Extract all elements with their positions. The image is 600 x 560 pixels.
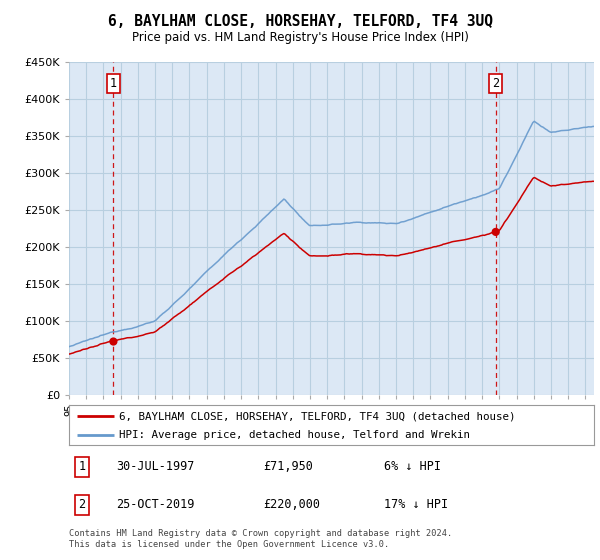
Text: HPI: Average price, detached house, Telford and Wrekin: HPI: Average price, detached house, Telf… [119,430,470,440]
Text: Contains HM Land Registry data © Crown copyright and database right 2024.
This d: Contains HM Land Registry data © Crown c… [69,529,452,549]
Text: 6, BAYLHAM CLOSE, HORSEHAY, TELFORD, TF4 3UQ (detached house): 6, BAYLHAM CLOSE, HORSEHAY, TELFORD, TF4… [119,411,515,421]
Text: 30-JUL-1997: 30-JUL-1997 [116,460,194,473]
Text: £71,950: £71,950 [263,460,313,473]
Text: 17% ↓ HPI: 17% ↓ HPI [384,498,448,511]
Text: 6, BAYLHAM CLOSE, HORSEHAY, TELFORD, TF4 3UQ: 6, BAYLHAM CLOSE, HORSEHAY, TELFORD, TF4… [107,14,493,29]
Text: 2: 2 [79,498,86,511]
Text: 25-OCT-2019: 25-OCT-2019 [116,498,194,511]
Text: £220,000: £220,000 [263,498,320,511]
Text: 2: 2 [492,77,499,90]
Point [491,227,500,236]
Text: 1: 1 [79,460,86,473]
Text: 1: 1 [110,77,117,90]
Text: 6% ↓ HPI: 6% ↓ HPI [384,460,441,473]
Point [109,337,118,346]
Text: Price paid vs. HM Land Registry's House Price Index (HPI): Price paid vs. HM Land Registry's House … [131,31,469,44]
